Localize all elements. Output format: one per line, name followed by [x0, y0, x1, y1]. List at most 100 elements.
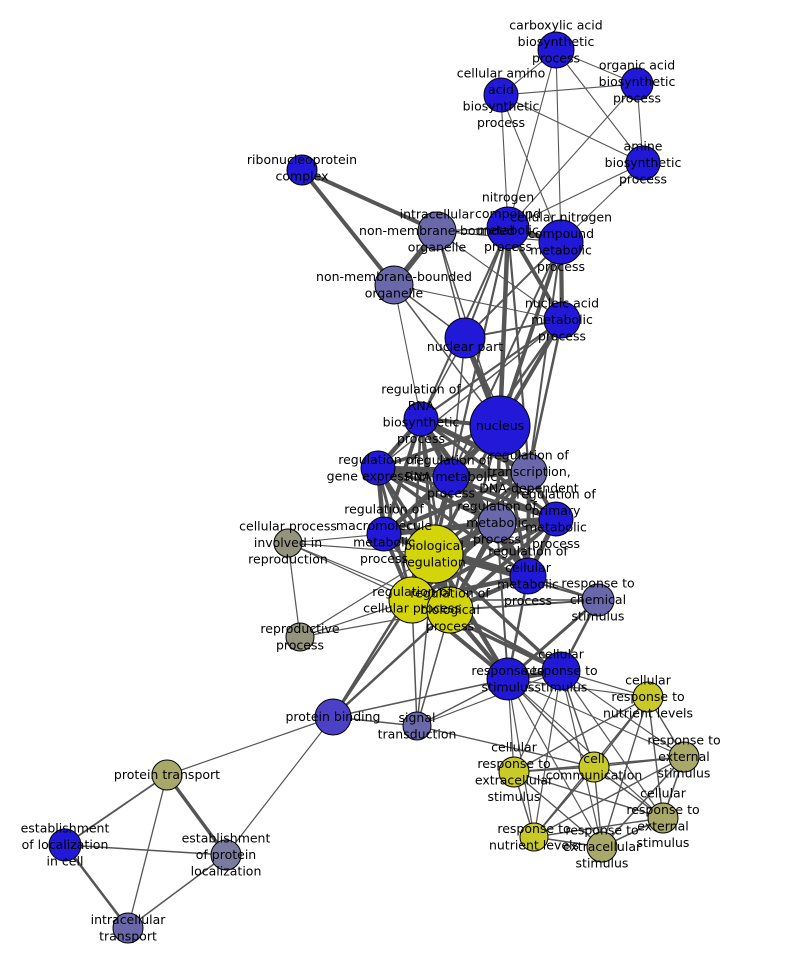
graph-edge: [500, 83, 638, 96]
graph-edge: [560, 670, 685, 758]
graph-edge: [507, 83, 638, 229]
graph-edge: [513, 696, 649, 773]
graph-node-nucleus[interactable]: [469, 395, 531, 457]
graph-edge: [533, 670, 562, 838]
graph-edge: [450, 241, 562, 478]
graph-edge: [64, 774, 168, 846]
graph-node-cellular-nitrogen-compound-metabolic-process[interactable]: [538, 219, 584, 265]
graph-node-organic-acid-biosynthetic-process[interactable]: [620, 67, 654, 101]
graph-edge: [419, 318, 564, 421]
graph-node-nucleic-acid-metabolic-process[interactable]: [543, 301, 581, 339]
graph-node-regulation-of-RNA-metabolic-process[interactable]: [432, 458, 470, 496]
graph-edge: [560, 670, 664, 819]
graph-node-establishment-of-localization-in-cell[interactable]: [48, 828, 82, 862]
graph-edge: [300, 168, 396, 287]
graph-node-regulation-of-metabolic-process[interactable]: [477, 503, 517, 543]
graph-edge: [331, 608, 452, 719]
graph-edge: [527, 318, 564, 474]
graph-edge: [127, 854, 227, 929]
graph-node-cell-communication[interactable]: [578, 751, 610, 783]
graph-node-regulation-of-cellular-metabolic-process[interactable]: [509, 557, 547, 595]
graph-edge: [500, 94, 562, 243]
graph-edge: [601, 696, 649, 848]
graph-edge: [448, 424, 502, 612]
graph-node-cellular-response-to-stimulus[interactable]: [541, 651, 581, 691]
graph-node-non-membrane-bounded-organelle[interactable]: [374, 265, 414, 305]
graph-edge: [418, 416, 532, 475]
graph-node-response-to-nutrient-levels[interactable]: [519, 822, 549, 852]
graph-node-amine-biosynthetic-process[interactable]: [625, 145, 661, 181]
graph-node-carboxylic-acid-biosynthetic-process[interactable]: [537, 31, 575, 69]
graph-edge: [601, 756, 685, 848]
graph-edge: [410, 517, 558, 602]
graph-node-regulation-of-gene-expression[interactable]: [360, 450, 396, 486]
graph-node-intracellular-non-membrane-bounded-organelle[interactable]: [417, 211, 457, 251]
graph-edge: [496, 522, 509, 680]
graph-edge: [555, 49, 562, 243]
graph-edge: [166, 716, 334, 776]
graph-edge: [416, 725, 595, 768]
graph-node-regulation-of-primary-metabolic-process[interactable]: [538, 501, 574, 537]
graph-edge: [64, 844, 227, 856]
graph-edge: [416, 670, 562, 727]
graph-node-cellular-amino-acid-biosynthetic-process[interactable]: [483, 77, 519, 113]
graph-edge: [555, 49, 644, 164]
graph-edge: [287, 542, 301, 638]
graph-edge: [507, 678, 664, 819]
graph-node-response-to-chemical-stimulus[interactable]: [581, 583, 615, 617]
graph-node-signal-transduction[interactable]: [402, 711, 432, 741]
graph-node-regulation-of-biological-process[interactable]: [426, 586, 474, 634]
graph-edge: [507, 678, 685, 758]
graph-node-nitrogen-compound-metabolic-process[interactable]: [486, 206, 530, 250]
graph-edge: [533, 756, 685, 838]
graph-node-protein-transport[interactable]: [151, 759, 183, 791]
graph-edge: [528, 241, 562, 473]
graph-edge: [436, 230, 563, 321]
graph-edge: [513, 771, 664, 819]
graph-edge: [393, 284, 422, 420]
graph-edge: [450, 337, 466, 478]
graph-node-regulation-of-RNA-biosynthetic-process[interactable]: [403, 401, 439, 437]
graph-node-establishment-of-protein-localization[interactable]: [210, 839, 242, 871]
graph-edge: [419, 417, 530, 578]
graph-edge: [647, 696, 664, 819]
graph-edge: [127, 774, 168, 929]
graph-edge: [376, 466, 530, 578]
edges-layer: [63, 49, 685, 930]
graph-edge: [225, 716, 334, 856]
graph-edge: [507, 162, 644, 229]
graph-node-cellular-response-to-extracellular-stimulus[interactable]: [498, 756, 530, 788]
graph-node-regulation-of-macromolecule-metabolic-process[interactable]: [366, 516, 402, 552]
graph-edge: [507, 678, 603, 848]
graph-edge: [300, 168, 439, 233]
graph-edge: [449, 599, 599, 611]
graph-edge: [533, 817, 664, 838]
graph-edge: [377, 319, 563, 469]
graph-edge: [513, 771, 603, 848]
graph-edge: [497, 225, 511, 429]
graph-edge: [165, 773, 228, 857]
graph-edge: [393, 284, 563, 321]
graph-node-regulation-of-transcription-DNA-dependent[interactable]: [510, 453, 548, 491]
graph-node-response-to-external-stimulus[interactable]: [668, 741, 700, 773]
nodes-layer: [48, 31, 700, 944]
graph-edge: [500, 94, 644, 164]
graph-edge: [63, 843, 130, 930]
graph-node-cellular-response-to-external-stimulus[interactable]: [647, 802, 679, 834]
graph-node-response-to-extracellular-stimulus[interactable]: [586, 831, 618, 863]
graph-node-cellular-process-involved-in-reproduction[interactable]: [273, 528, 303, 558]
graph-node-cellular-response-to-nutrient-levels[interactable]: [632, 681, 664, 713]
graph-node-nuclear-part[interactable]: [444, 317, 486, 359]
graph-node-protein-binding[interactable]: [314, 698, 352, 736]
graph-edge: [449, 226, 510, 479]
graph-node-ribonucleoprotein-complex[interactable]: [286, 154, 318, 186]
graph-node-biological-regulation[interactable]: [404, 524, 464, 584]
graph-node-response-to-stimulus[interactable]: [486, 657, 530, 701]
graph-node-intracellular-transport[interactable]: [112, 912, 144, 944]
graph-edge: [464, 241, 562, 339]
graph-edge: [500, 94, 509, 229]
graph-node-reproductive-process[interactable]: [285, 622, 315, 652]
graph-edge: [507, 49, 557, 229]
